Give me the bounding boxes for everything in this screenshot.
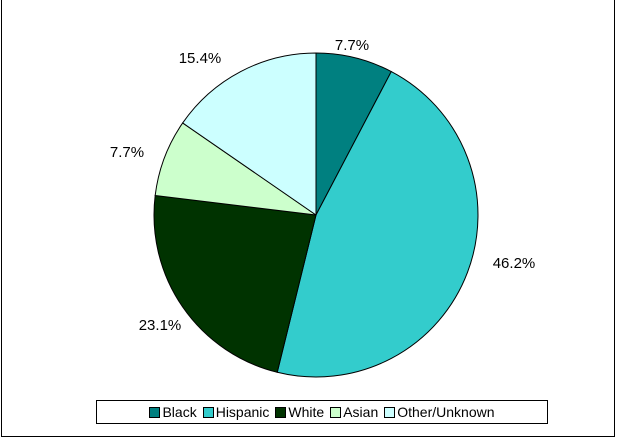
legend-item-asian: Asian: [330, 404, 378, 420]
legend-item-white: White: [275, 404, 324, 420]
slice-label-asian: 7.7%: [110, 144, 144, 161]
legend-label-white: White: [288, 404, 325, 420]
legend-swatch-asian: [330, 406, 342, 418]
pie-slice-other-unknown: [181, 52, 317, 216]
pie-slice-hispanic: [276, 70, 479, 378]
legend-swatch-black: [149, 406, 161, 418]
pie-slice-white: [153, 194, 317, 373]
slice-label-white: 23.1%: [139, 317, 182, 334]
slice-label-other-unknown: 15.4%: [179, 50, 222, 67]
legend-swatch-hispanic: [202, 406, 214, 418]
chart-legend: Black Hispanic White Asian Other/Unknown: [96, 400, 548, 424]
legend-item-black: Black: [149, 404, 197, 420]
legend-label-other-unknown: Other/Unknown: [397, 404, 495, 420]
slice-label-hispanic: 46.2%: [493, 255, 536, 272]
legend-label-black: Black: [162, 404, 197, 420]
legend-swatch-white: [275, 406, 287, 418]
legend-label-hispanic: Hispanic: [215, 404, 270, 420]
legend-item-hispanic: Hispanic: [202, 404, 270, 420]
slice-label-black: 7.7%: [335, 37, 369, 54]
legend-item-other-unknown: Other/Unknown: [384, 404, 495, 420]
legend-swatch-other-unknown: [384, 406, 396, 418]
legend-label-asian: Asian: [343, 404, 379, 420]
